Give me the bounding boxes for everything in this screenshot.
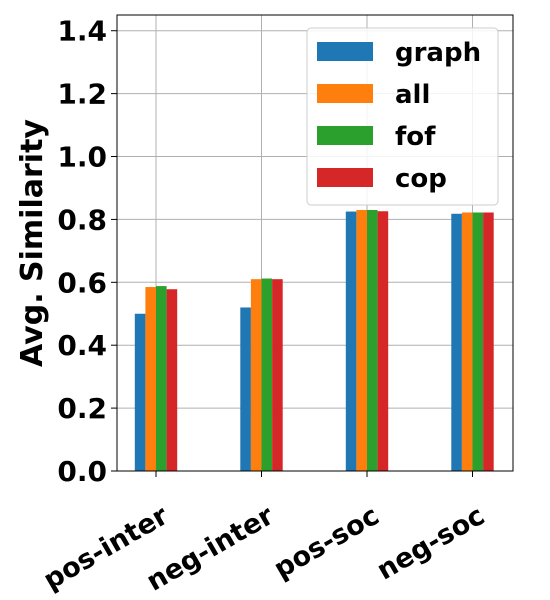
bar-cop [377, 211, 389, 471]
y-tick-label: 0.0 [57, 455, 107, 488]
y-axis-label: Avg. Similarity [15, 119, 50, 367]
bar-fof [472, 212, 484, 471]
bar-graph [451, 213, 462, 471]
x-tick-label: neg-soc [372, 500, 490, 586]
bar-fof [156, 286, 167, 471]
bar-graph [134, 313, 146, 471]
legend-box [306, 27, 499, 206]
y-tick-label: 0.2 [57, 392, 107, 425]
legend-swatch-all [317, 84, 373, 103]
plot-frame [116, 14, 514, 472]
y-tick-label: 0.4 [57, 329, 107, 362]
bar-all [145, 287, 156, 471]
bar-fof [261, 278, 273, 471]
bar-all [461, 212, 473, 471]
y-tick-label: 1.4 [57, 15, 107, 48]
bar-cop [483, 212, 494, 471]
bar-all [356, 209, 367, 471]
legend-label-cop: cop [395, 164, 447, 194]
legend-swatch-fof [317, 126, 373, 145]
bar-graph [345, 211, 357, 471]
legend: graph all fof cop [306, 27, 499, 206]
y-tick-label: 0.8 [57, 203, 107, 236]
legend-swatch-graph [317, 42, 373, 61]
legend-swatch-cop [317, 168, 373, 187]
bar-fof [367, 209, 378, 471]
bars [134, 209, 494, 471]
bar-graph [240, 307, 251, 471]
legend-label-graph: graph [395, 38, 481, 68]
bar-cop [272, 279, 283, 471]
y-tick-label: 1.0 [57, 141, 107, 174]
y-tick-label: 0.6 [57, 266, 107, 299]
bar-all [250, 279, 262, 471]
y-axis-ticks: 0.0 0.2 0.4 0.6 0.8 1.0 1.2 1.4 [57, 15, 117, 488]
y-tick-label: 1.2 [57, 78, 107, 111]
x-tick-label: pos-soc [269, 500, 385, 585]
bar-cop [166, 289, 178, 471]
legend-label-fof: fof [395, 122, 436, 152]
legend-label-all: all [395, 80, 430, 110]
